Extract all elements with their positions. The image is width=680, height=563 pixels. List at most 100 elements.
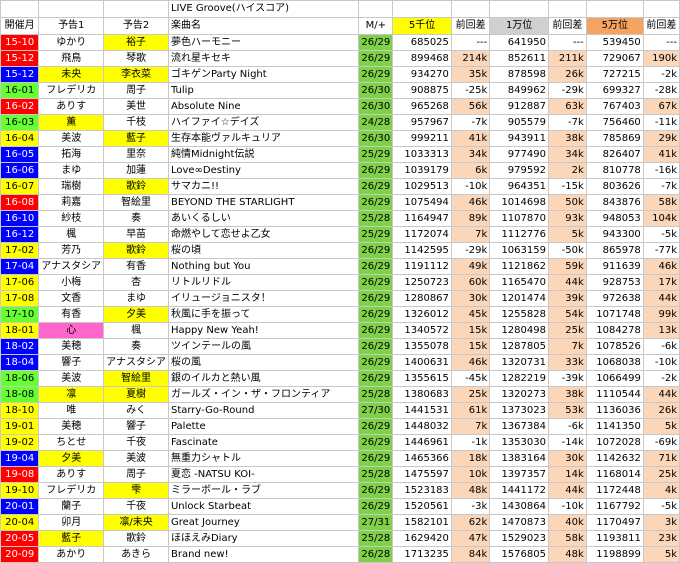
event-date[interactable]: 18-06 bbox=[0, 370, 40, 387]
song-name[interactable]: ゴキゲンParty Night bbox=[167, 66, 360, 83]
prediction-1[interactable]: あかり bbox=[38, 546, 105, 563]
rank-10k-score[interactable]: 1576805 bbox=[489, 546, 549, 563]
rank-5k-score[interactable]: 934270 bbox=[392, 66, 452, 83]
rank-5k-diff[interactable]: 84k bbox=[450, 546, 491, 563]
song-name[interactable]: イリュージョニスタ！ bbox=[167, 290, 360, 307]
rank-10k-score[interactable]: 977490 bbox=[489, 146, 549, 163]
rank-5k-score[interactable]: 1075494 bbox=[392, 194, 452, 211]
rank-10k-score[interactable]: 905579 bbox=[489, 114, 549, 131]
rank-50k-score[interactable]: 865978 bbox=[585, 242, 644, 259]
rank-5k-score[interactable]: 1191112 bbox=[392, 258, 452, 275]
event-date[interactable]: 18-08 bbox=[0, 386, 40, 403]
rank-5k-diff[interactable]: -25k bbox=[450, 82, 491, 99]
prediction-1[interactable]: 飛鳥 bbox=[38, 50, 105, 67]
mplus-value[interactable]: 25/28 bbox=[358, 210, 394, 227]
rank-50k-diff[interactable]: 5k bbox=[642, 418, 680, 435]
rank-5k-diff[interactable]: 214k bbox=[450, 50, 491, 67]
rank-10k-diff[interactable]: -6k bbox=[547, 418, 587, 435]
rank-50k-diff[interactable]: 44k bbox=[642, 290, 680, 307]
rank-50k-score[interactable]: 843876 bbox=[585, 194, 644, 211]
event-date[interactable]: 18-02 bbox=[0, 338, 40, 355]
rank-5k-diff[interactable]: 35k bbox=[450, 66, 491, 83]
event-date[interactable]: 16-02 bbox=[0, 98, 40, 115]
rank-5k-score[interactable]: 1380683 bbox=[392, 386, 452, 403]
rank-50k-diff[interactable]: -16k bbox=[642, 162, 680, 179]
header-rank-10k[interactable]: 1万位 bbox=[489, 17, 549, 35]
song-name[interactable]: Happy New Yeah! bbox=[167, 322, 360, 339]
rank-10k-diff[interactable]: --- bbox=[547, 34, 587, 51]
rank-50k-score[interactable]: 699327 bbox=[585, 82, 644, 99]
rank-50k-diff[interactable]: 23k bbox=[642, 530, 680, 547]
rank-5k-score[interactable]: 899468 bbox=[392, 50, 452, 67]
empty-cell[interactable] bbox=[392, 0, 452, 18]
rank-50k-diff[interactable]: 13k bbox=[642, 322, 680, 339]
prediction-1[interactable]: 莉嘉 bbox=[38, 194, 105, 211]
rank-50k-diff[interactable]: 41k bbox=[642, 146, 680, 163]
rank-50k-diff[interactable]: -11k bbox=[642, 114, 680, 131]
rank-50k-diff[interactable]: 29k bbox=[642, 130, 680, 147]
mplus-value[interactable]: 25/28 bbox=[358, 386, 394, 403]
rank-5k-score[interactable]: 1523183 bbox=[392, 482, 452, 499]
rank-10k-score[interactable]: 1430864 bbox=[489, 498, 549, 515]
prediction-2[interactable]: 凛/未央 bbox=[103, 514, 169, 531]
rank-50k-diff[interactable]: 44k bbox=[642, 386, 680, 403]
rank-50k-score[interactable]: 1198899 bbox=[585, 546, 644, 563]
rank-10k-score[interactable]: 1441172 bbox=[489, 482, 549, 499]
rank-50k-score[interactable]: 1141350 bbox=[585, 418, 644, 435]
rank-10k-diff[interactable]: 54k bbox=[547, 306, 587, 323]
rank-50k-diff[interactable]: -2k bbox=[642, 66, 680, 83]
rank-10k-diff[interactable]: 38k bbox=[547, 130, 587, 147]
rank-50k-score[interactable]: 1167792 bbox=[585, 498, 644, 515]
song-name[interactable]: ツインテールの風 bbox=[167, 338, 360, 355]
rank-10k-score[interactable]: 964351 bbox=[489, 178, 549, 195]
event-date[interactable]: 19-08 bbox=[0, 466, 40, 483]
mplus-value[interactable]: 26/30 bbox=[358, 130, 394, 147]
prediction-1[interactable]: フレデリカ bbox=[38, 482, 105, 499]
empty-cell[interactable] bbox=[0, 0, 40, 18]
rank-50k-diff[interactable]: -69k bbox=[642, 434, 680, 451]
rank-5k-diff[interactable]: 15k bbox=[450, 338, 491, 355]
rank-5k-diff[interactable]: -3k bbox=[450, 498, 491, 515]
prediction-2[interactable]: 裕子 bbox=[103, 34, 169, 51]
rank-50k-diff[interactable]: 3k bbox=[642, 514, 680, 531]
empty-cell[interactable] bbox=[489, 0, 549, 18]
rank-50k-score[interactable]: 756460 bbox=[585, 114, 644, 131]
prediction-2[interactable]: 有香 bbox=[103, 258, 169, 275]
rank-50k-diff[interactable]: 46k bbox=[642, 258, 680, 275]
rank-10k-score[interactable]: 1282219 bbox=[489, 370, 549, 387]
header-pred1[interactable]: 予告1 bbox=[38, 17, 105, 35]
mplus-value[interactable]: 26/29 bbox=[358, 178, 394, 195]
rank-5k-score[interactable]: 957967 bbox=[392, 114, 452, 131]
rank-10k-score[interactable]: 1287805 bbox=[489, 338, 549, 355]
song-name[interactable]: Great Journey bbox=[167, 514, 360, 531]
rank-10k-diff[interactable]: -50k bbox=[547, 242, 587, 259]
rank-50k-diff[interactable]: 67k bbox=[642, 98, 680, 115]
mplus-value[interactable]: 27/30 bbox=[358, 402, 394, 419]
rank-5k-diff[interactable]: 46k bbox=[450, 194, 491, 211]
rank-10k-diff[interactable]: -14k bbox=[547, 434, 587, 451]
event-date[interactable]: 19-04 bbox=[0, 450, 40, 467]
mplus-value[interactable]: 26/29 bbox=[358, 498, 394, 515]
rank-5k-diff[interactable]: 60k bbox=[450, 274, 491, 291]
song-name[interactable]: 秋風に手を振って bbox=[167, 306, 360, 323]
prediction-1[interactable]: 薫 bbox=[38, 114, 105, 131]
rank-5k-score[interactable]: 1465366 bbox=[392, 450, 452, 467]
mplus-value[interactable]: 26/29 bbox=[358, 34, 394, 51]
prediction-2[interactable]: 千枝 bbox=[103, 114, 169, 131]
rank-10k-diff[interactable]: 38k bbox=[547, 386, 587, 403]
rank-10k-score[interactable]: 1280498 bbox=[489, 322, 549, 339]
prediction-1[interactable]: 卯月 bbox=[38, 514, 105, 531]
rank-50k-score[interactable]: 1078526 bbox=[585, 338, 644, 355]
rank-5k-score[interactable]: 1172074 bbox=[392, 226, 452, 243]
mplus-value[interactable]: 26/30 bbox=[358, 98, 394, 115]
prediction-2[interactable]: 琴歌 bbox=[103, 50, 169, 67]
rank-5k-diff[interactable]: 56k bbox=[450, 98, 491, 115]
prediction-1[interactable]: 夕美 bbox=[38, 450, 105, 467]
song-name[interactable]: BEYOND THE STARLIGHT bbox=[167, 194, 360, 211]
mplus-value[interactable]: 26/29 bbox=[358, 354, 394, 371]
event-date[interactable]: 16-01 bbox=[0, 82, 40, 99]
prediction-1[interactable]: ありす bbox=[38, 466, 105, 483]
rank-10k-score[interactable]: 1014698 bbox=[489, 194, 549, 211]
rank-5k-diff[interactable]: 7k bbox=[450, 226, 491, 243]
prediction-2[interactable]: 雫 bbox=[103, 482, 169, 499]
